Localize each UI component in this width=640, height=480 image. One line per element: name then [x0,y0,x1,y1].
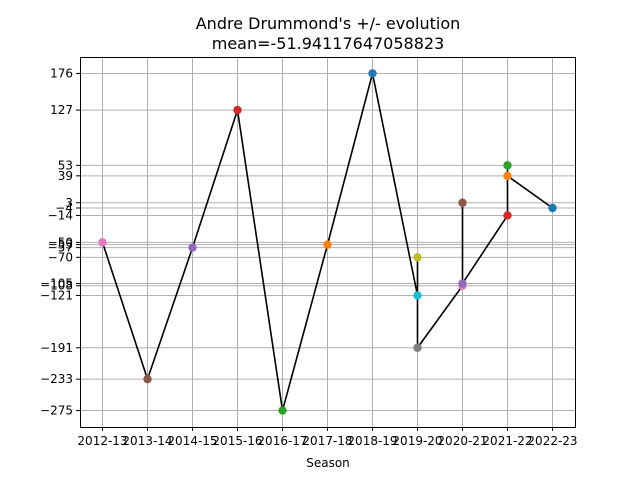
data-point [458,198,467,207]
y-tick-label: −50 [48,235,73,249]
y-tick-label: −275 [40,404,73,418]
y-tick-label: −53 [48,238,73,252]
y-tick-label: 127 [50,103,73,117]
x-tick-label: 2013-14 [122,434,172,448]
data-point [413,291,422,300]
x-axis: 2012-132013-142014-152015-162016-172017-… [77,427,578,448]
data-point [143,374,152,384]
chart-title: Andre Drummond's +/- evolution [196,14,461,33]
data-point [503,161,512,170]
data-point [458,279,467,288]
data-point [548,203,557,213]
y-tick-label: −4 [55,201,73,215]
x-tick-label: 2014-15 [167,434,217,448]
data-point [503,211,512,220]
data-point [323,240,332,249]
y-tick-label: 176 [50,66,73,80]
y-tick-label: −121 [40,288,73,302]
x-tick-label: 2017-18 [302,434,352,448]
x-tick-label: 2019-20 [392,434,442,448]
x-tick-label: 2016-17 [257,434,307,448]
y-tick-label: 3 [65,196,73,210]
x-axis-label: Season [306,456,350,470]
data-point [98,238,107,247]
x-tick-label: 2018-19 [347,434,397,448]
data-point [188,243,197,252]
data-point [413,253,422,262]
data-points [98,69,557,415]
y-tick-label: 53 [58,158,73,172]
y-tick-label: −233 [40,372,73,386]
data-point [413,343,422,352]
x-tick-label: 2012-13 [77,434,127,448]
y-tick-label: −57 [48,241,73,255]
y-tick-label: 39 [58,169,73,183]
y-tick-label: −108 [40,279,73,293]
x-tick-label: 2015-16 [212,434,262,448]
y-tick-label: −191 [40,341,73,355]
chart-subtitle: mean=-51.94117647058823 [212,34,445,53]
x-tick-label: 2022-23 [527,434,577,448]
data-point [233,105,242,115]
data-point [368,69,377,78]
y-tick-label: −14 [48,208,73,222]
grid [80,57,575,427]
x-tick-label: 2021-22 [482,434,532,448]
y-tick-label: −70 [48,250,73,264]
data-point [503,171,512,181]
data-point [278,406,287,415]
x-tick-label: 2020-21 [437,434,487,448]
y-tick-label: −105 [40,276,73,290]
